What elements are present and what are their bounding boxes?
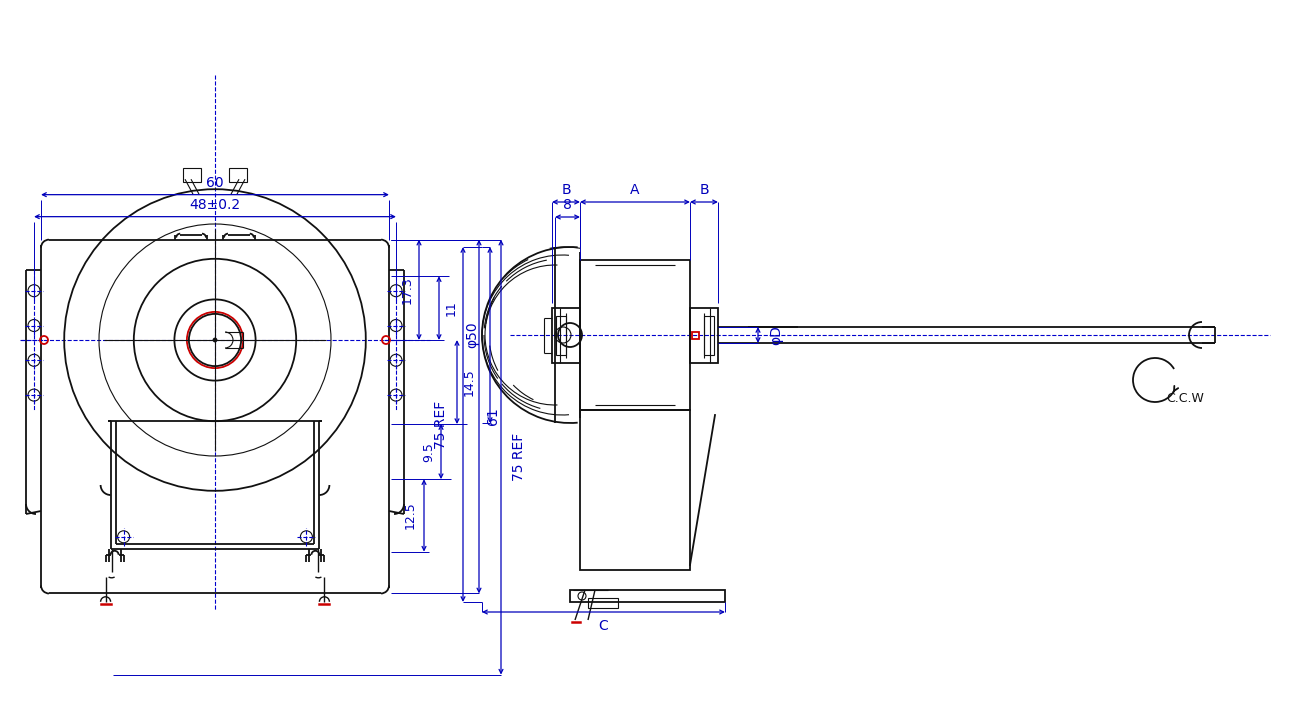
- Text: A: A: [630, 183, 640, 197]
- Text: 48±0.2: 48±0.2: [190, 198, 240, 212]
- Bar: [183, 168, 202, 182]
- Text: 75 REF: 75 REF: [512, 433, 527, 481]
- Text: 11: 11: [445, 300, 458, 316]
- Text: 14.5: 14.5: [463, 368, 476, 396]
- Bar: [692, 332, 699, 339]
- Text: φD: φD: [770, 325, 783, 345]
- Text: 8: 8: [563, 198, 572, 212]
- Bar: [552, 307, 580, 362]
- Text: 60: 60: [207, 175, 224, 190]
- Circle shape: [213, 339, 217, 341]
- Text: φ50: φ50: [465, 322, 478, 348]
- Bar: [705, 315, 714, 355]
- Text: B: B: [699, 183, 709, 197]
- Bar: [569, 590, 725, 602]
- Bar: [556, 315, 566, 355]
- Text: 12.5: 12.5: [403, 502, 416, 529]
- Text: C: C: [598, 619, 608, 633]
- Text: 75 REF: 75 REF: [434, 400, 448, 449]
- Bar: [690, 307, 718, 362]
- Text: 61: 61: [486, 407, 500, 426]
- Text: 9.5: 9.5: [422, 442, 436, 462]
- Bar: [580, 260, 690, 410]
- Bar: [580, 410, 690, 570]
- Text: B: B: [562, 183, 571, 197]
- Bar: [229, 168, 247, 182]
- Bar: [588, 598, 618, 608]
- Text: 17.3: 17.3: [400, 276, 413, 304]
- Text: C.C.W: C.C.W: [1166, 392, 1204, 405]
